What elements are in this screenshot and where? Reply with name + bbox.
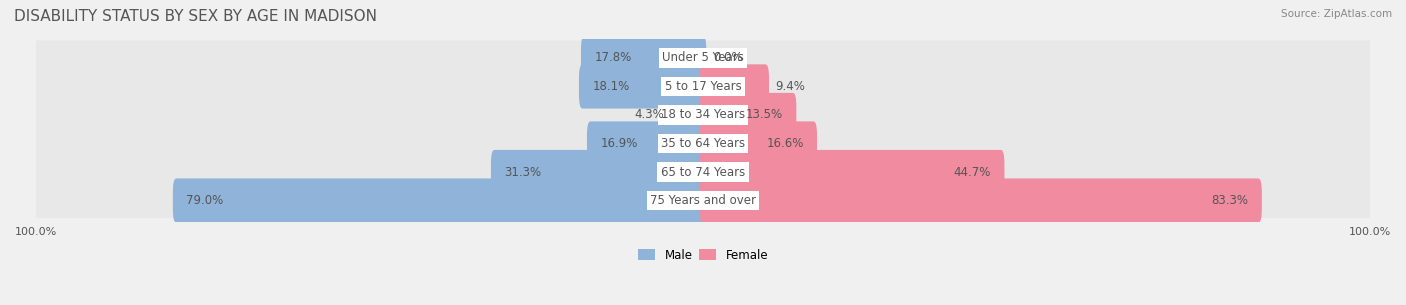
Text: 16.6%: 16.6% <box>766 137 804 150</box>
Text: Under 5 Years: Under 5 Years <box>662 52 744 64</box>
Text: 16.9%: 16.9% <box>600 137 638 150</box>
Text: 65 to 74 Years: 65 to 74 Years <box>661 166 745 178</box>
FancyBboxPatch shape <box>37 126 1369 161</box>
Text: Source: ZipAtlas.com: Source: ZipAtlas.com <box>1281 9 1392 19</box>
FancyBboxPatch shape <box>37 183 1369 218</box>
Text: 79.0%: 79.0% <box>186 194 224 207</box>
Text: 83.3%: 83.3% <box>1212 194 1249 207</box>
Text: 4.3%: 4.3% <box>634 109 664 121</box>
FancyBboxPatch shape <box>37 97 1369 133</box>
Text: 18.1%: 18.1% <box>592 80 630 93</box>
Text: 31.3%: 31.3% <box>505 166 541 178</box>
FancyBboxPatch shape <box>37 69 1369 104</box>
FancyBboxPatch shape <box>700 93 796 137</box>
FancyBboxPatch shape <box>37 40 1369 75</box>
FancyBboxPatch shape <box>491 150 706 194</box>
Text: DISABILITY STATUS BY SEX BY AGE IN MADISON: DISABILITY STATUS BY SEX BY AGE IN MADIS… <box>14 9 377 24</box>
Text: 0.0%: 0.0% <box>713 52 742 64</box>
FancyBboxPatch shape <box>700 121 817 166</box>
Text: 44.7%: 44.7% <box>953 166 991 178</box>
FancyBboxPatch shape <box>579 64 706 109</box>
Text: 35 to 64 Years: 35 to 64 Years <box>661 137 745 150</box>
Text: 9.4%: 9.4% <box>776 80 806 93</box>
Text: 13.5%: 13.5% <box>747 109 783 121</box>
Text: 18 to 34 Years: 18 to 34 Years <box>661 109 745 121</box>
FancyBboxPatch shape <box>671 93 706 137</box>
Text: 5 to 17 Years: 5 to 17 Years <box>665 80 741 93</box>
FancyBboxPatch shape <box>173 178 706 223</box>
FancyBboxPatch shape <box>700 150 1004 194</box>
FancyBboxPatch shape <box>700 178 1261 223</box>
Text: 17.8%: 17.8% <box>595 52 631 64</box>
Legend: Male, Female: Male, Female <box>637 249 769 262</box>
FancyBboxPatch shape <box>586 121 706 166</box>
FancyBboxPatch shape <box>700 64 769 109</box>
Text: 75 Years and over: 75 Years and over <box>650 194 756 207</box>
FancyBboxPatch shape <box>581 36 706 80</box>
FancyBboxPatch shape <box>37 155 1369 190</box>
